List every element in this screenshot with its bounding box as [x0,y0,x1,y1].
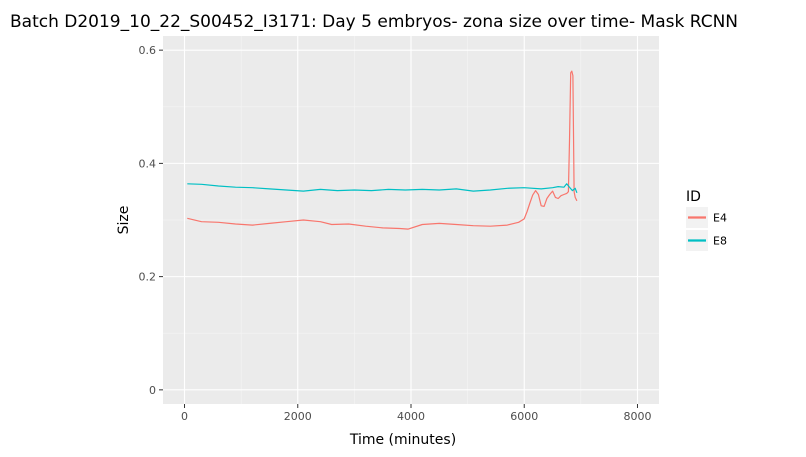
legend-label-e4: E4 [713,212,727,225]
x-tick-label: 8000 [623,410,651,423]
grid-lines [163,36,659,404]
x-tick-label: 6000 [510,410,538,423]
series-lines [187,70,578,230]
y-tick-label: 0.2 [139,271,157,284]
x-tick-label: 0 [181,410,188,423]
series-line-e8 [187,183,578,194]
x-axis-title: Time (minutes) [349,432,456,448]
legend-label-e8: E8 [713,235,727,248]
legend-title: ID [686,189,701,205]
y-tick-label: 0 [149,384,156,397]
y-tick-label: 0.4 [139,157,157,170]
series-line-e4 [187,70,578,230]
y-axis-title: Size [116,206,132,235]
chart-title: Batch D2019_10_22_S00452_I3171: Day 5 em… [10,12,738,32]
legend: ID E4 E8 [686,189,727,251]
x-tick-label: 2000 [284,410,312,423]
x-tick-label: 4000 [397,410,425,423]
axis-ticks: 0 2000 4000 6000 8000 0 0.2 0.4 0.6 [139,44,652,423]
y-tick-label: 0.6 [139,44,157,57]
